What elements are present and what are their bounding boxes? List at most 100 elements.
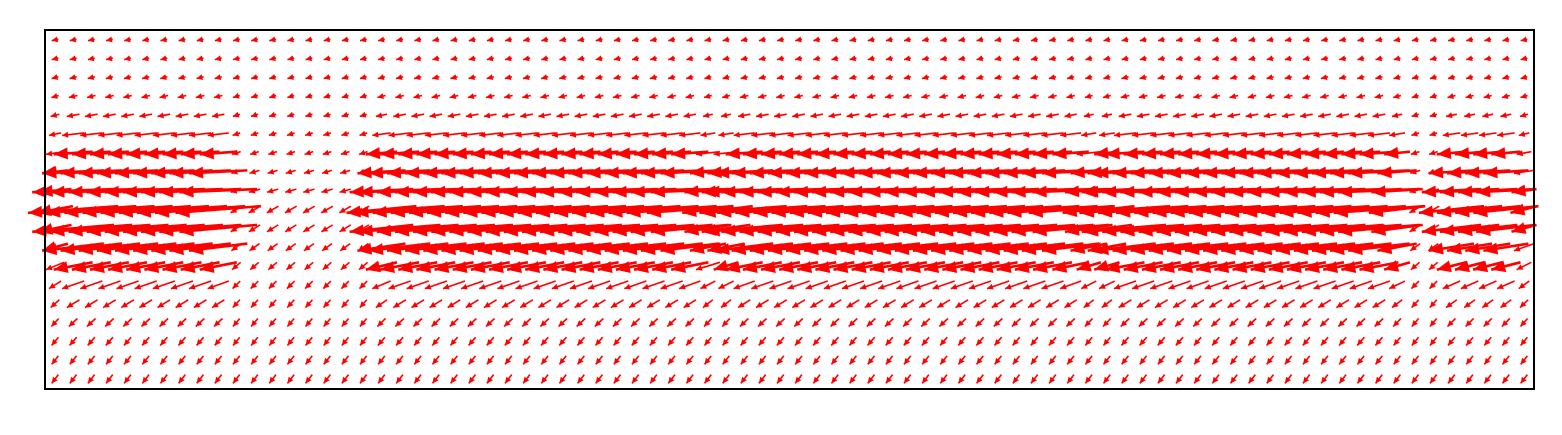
quiver-arrow-head bbox=[1046, 112, 1052, 118]
quiver-arrow-head bbox=[940, 37, 946, 43]
quiver-arrow-head bbox=[596, 37, 602, 43]
quiver-arrow-head bbox=[1376, 37, 1382, 43]
quiver-arrow-head bbox=[1521, 55, 1528, 61]
quiver-arrow-head bbox=[1350, 284, 1357, 290]
quiver-arrow-head bbox=[614, 55, 621, 61]
quiver-arrow-head bbox=[1212, 74, 1219, 80]
quiver-arrow-head bbox=[1131, 167, 1145, 179]
quiver-arrow-head bbox=[641, 167, 655, 179]
quiver-arrow-head bbox=[200, 147, 214, 159]
quiver-arrow-head bbox=[813, 74, 820, 80]
quiver-arrow-head bbox=[105, 186, 119, 198]
quiver-arrow-head bbox=[1015, 147, 1029, 159]
quiver-arrow-head bbox=[117, 284, 124, 290]
quiver-arrow-head bbox=[304, 245, 311, 251]
quiver-arrow-head bbox=[919, 112, 925, 118]
quiver-arrow-head bbox=[759, 74, 766, 80]
quiver-arrow-head bbox=[576, 186, 590, 198]
quiver-arrow-head bbox=[1173, 112, 1179, 118]
quiver-arrow-head bbox=[1354, 112, 1360, 118]
quiver-arrow-head bbox=[795, 74, 802, 80]
quiver-arrow-head bbox=[1357, 74, 1364, 80]
quiver-arrow-head bbox=[812, 93, 819, 99]
quiver-arrow-head bbox=[1120, 186, 1134, 198]
quiver-arrow-head bbox=[758, 93, 765, 99]
quiver-arrow-head bbox=[1193, 93, 1200, 99]
quiver-arrow-head bbox=[1502, 55, 1509, 61]
quiver-arrow-head bbox=[1251, 147, 1265, 159]
quiver-arrow-head bbox=[1139, 93, 1146, 99]
quiver-arrow-head bbox=[378, 55, 385, 61]
quiver-arrow-head bbox=[903, 93, 910, 99]
quiver-arrow-head bbox=[550, 167, 564, 179]
quiver-arrow-head bbox=[396, 37, 402, 43]
quiver-arrow-head bbox=[169, 167, 183, 179]
quiver-arrow-head bbox=[761, 147, 775, 159]
quiver-arrow-head bbox=[181, 147, 195, 159]
quiver-arrow-head bbox=[486, 93, 493, 99]
quiver-arrow-head bbox=[189, 167, 203, 179]
quiver-arrow-head bbox=[541, 55, 548, 61]
quiver-arrow-head bbox=[68, 186, 82, 198]
quiver-arrow-head bbox=[523, 74, 530, 80]
quiver-arrow-head bbox=[1119, 112, 1125, 118]
quiver-arrow-head bbox=[739, 186, 753, 198]
quiver-arrow-head bbox=[759, 37, 765, 43]
quiver-arrow-head bbox=[768, 167, 782, 179]
quiver-arrow-head bbox=[1178, 147, 1192, 159]
quiver-arrow-head bbox=[1150, 284, 1157, 290]
quiver-arrow-head bbox=[594, 186, 608, 198]
quiver-arrow-head bbox=[541, 37, 547, 43]
quiver-arrow-head bbox=[1230, 93, 1237, 99]
quiver-arrow-head bbox=[1023, 284, 1030, 290]
quiver-arrow-head bbox=[430, 112, 436, 118]
quiver-arrow-head bbox=[993, 186, 1007, 198]
quiver-arrow-head bbox=[850, 55, 857, 61]
quiver-arrow-head bbox=[432, 55, 439, 61]
quiver-arrow-head bbox=[794, 186, 808, 198]
quiver-arrow-head bbox=[124, 55, 131, 61]
quiver-arrow-head bbox=[1241, 284, 1248, 290]
quiver-arrow-head bbox=[1267, 74, 1274, 80]
quiver-arrow-head bbox=[1239, 167, 1253, 179]
quiver-arrow-head bbox=[522, 186, 536, 198]
quiver-arrow-head bbox=[671, 147, 685, 159]
quiver-arrow-head bbox=[423, 167, 437, 179]
quiver-arrow-head bbox=[1303, 55, 1310, 61]
quiver-arrow-head bbox=[1194, 74, 1201, 80]
quiver-arrow-head bbox=[652, 147, 666, 159]
quiver-arrow-head bbox=[340, 245, 347, 251]
quiver-arrow-head bbox=[1031, 55, 1038, 61]
quiver-arrow-head bbox=[955, 112, 961, 118]
quiver-arrow-head bbox=[1122, 37, 1128, 43]
quiver-arrow-head bbox=[1230, 37, 1236, 43]
quiver-arrow-head bbox=[469, 55, 476, 61]
quiver-arrow-head bbox=[196, 93, 203, 99]
quiver-arrow-head bbox=[414, 55, 421, 61]
quiver-arrow-head bbox=[1203, 167, 1217, 179]
quiver-arrow-head bbox=[504, 93, 511, 99]
quiver-arrow-head bbox=[1248, 74, 1255, 80]
quiver-arrow-head bbox=[1067, 74, 1074, 80]
quiver-arrow-head bbox=[178, 74, 185, 80]
quiver-arrow-head bbox=[614, 37, 620, 43]
quiver-arrow-head bbox=[958, 55, 965, 61]
quiver-arrow-head bbox=[577, 93, 584, 99]
quiver-arrow-head bbox=[497, 284, 504, 290]
quiver-arrow-head bbox=[450, 74, 457, 80]
quiver-arrow-head bbox=[1338, 93, 1345, 99]
quiver-arrow-head bbox=[552, 284, 559, 290]
quiver-arrow-head bbox=[1052, 147, 1066, 159]
quiver-arrow-head bbox=[684, 185, 698, 197]
quiver-arrow-head bbox=[1500, 112, 1506, 118]
quiver-arrow-head bbox=[813, 37, 819, 43]
quiver-arrow-head bbox=[70, 74, 77, 80]
quiver-arrow-head bbox=[1084, 112, 1091, 118]
quiver-arrow-head bbox=[795, 55, 802, 61]
quiver-arrow-head bbox=[1446, 112, 1452, 118]
quiver-arrow-head bbox=[1104, 55, 1111, 61]
quiver-arrow-head bbox=[1320, 93, 1327, 99]
quiver-arrow-head bbox=[153, 284, 160, 290]
quiver-arrow-head bbox=[1377, 166, 1391, 178]
quiver-arrow-head bbox=[922, 37, 928, 43]
